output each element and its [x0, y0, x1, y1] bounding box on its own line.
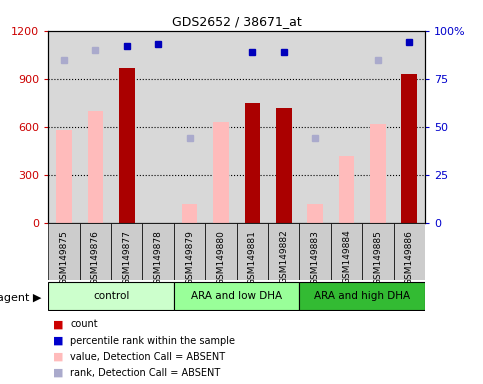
Text: GSM149878: GSM149878 [154, 230, 163, 285]
Text: GSM149884: GSM149884 [342, 230, 351, 285]
Bar [174, 282, 299, 310]
Bar [370, 124, 386, 223]
Bar [394, 223, 425, 280]
Text: GSM149879: GSM149879 [185, 230, 194, 285]
Text: agent ▶: agent ▶ [0, 293, 41, 303]
Bar [48, 282, 174, 310]
Text: value, Detection Call = ABSENT: value, Detection Call = ABSENT [70, 352, 225, 362]
Bar [80, 223, 111, 280]
Bar [237, 223, 268, 280]
Bar [331, 223, 362, 280]
Text: ■: ■ [53, 319, 63, 329]
Text: GSM149883: GSM149883 [311, 230, 320, 285]
Bar [268, 223, 299, 280]
Text: ARA and high DHA: ARA and high DHA [314, 291, 411, 301]
Text: GSM149876: GSM149876 [91, 230, 100, 285]
Text: GSM149886: GSM149886 [405, 230, 414, 285]
Bar [87, 111, 103, 223]
Text: control: control [93, 291, 129, 301]
Bar [299, 223, 331, 280]
Bar [111, 223, 142, 280]
Bar [362, 223, 394, 280]
Bar [174, 223, 205, 280]
Text: ARA and low DHA: ARA and low DHA [191, 291, 282, 301]
Text: percentile rank within the sample: percentile rank within the sample [70, 336, 235, 346]
Bar [56, 130, 72, 223]
Bar [182, 204, 198, 223]
Text: rank, Detection Call = ABSENT: rank, Detection Call = ABSENT [70, 368, 220, 378]
Text: GSM149885: GSM149885 [373, 230, 383, 285]
Bar [244, 103, 260, 223]
Text: ■: ■ [53, 352, 63, 362]
Bar [299, 282, 425, 310]
Text: ■: ■ [53, 336, 63, 346]
Text: GSM149882: GSM149882 [279, 230, 288, 285]
Bar [119, 68, 135, 223]
Bar [307, 204, 323, 223]
Text: ■: ■ [53, 368, 63, 378]
Bar [205, 223, 237, 280]
Bar [401, 74, 417, 223]
Title: GDS2652 / 38671_at: GDS2652 / 38671_at [172, 15, 301, 28]
Bar [142, 223, 174, 280]
Bar [339, 156, 355, 223]
Bar [48, 223, 80, 280]
Text: count: count [70, 319, 98, 329]
Text: GSM149880: GSM149880 [216, 230, 226, 285]
Bar [276, 108, 292, 223]
Text: GSM149881: GSM149881 [248, 230, 257, 285]
Text: GSM149875: GSM149875 [59, 230, 69, 285]
Bar [213, 122, 229, 223]
Text: GSM149877: GSM149877 [122, 230, 131, 285]
